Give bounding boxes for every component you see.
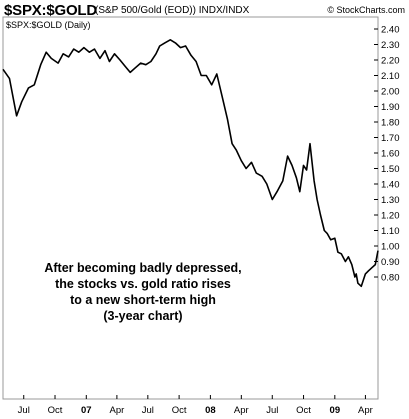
x-tick-label: Jul (18, 405, 30, 416)
y-tick-label: 1.00 (381, 242, 400, 253)
x-tick-label: 08 (205, 405, 216, 416)
x-tick-label: Apr (358, 405, 373, 416)
plot-frame (2, 16, 379, 400)
y-tick-label: 1.40 (381, 180, 400, 191)
y-tick-label: 0.80 (381, 273, 400, 284)
annotation-line: to a new short-term high (70, 293, 216, 307)
chart-description: (S&P 500/Gold (EOD)) INDX/INDX (95, 5, 250, 16)
x-tick-label: Oct (172, 405, 187, 416)
y-tick-label: 2.00 (381, 87, 400, 98)
y-tick-label: 1.90 (381, 102, 400, 113)
annotation-line: After becoming badly depressed, (44, 261, 241, 275)
y-tick-label: 0.90 (381, 257, 400, 268)
y-tick-label: 1.50 (381, 164, 400, 175)
y-tick-label: 2.40 (381, 25, 400, 36)
y-tick-label: 1.10 (381, 226, 400, 237)
y-tick-label: 1.80 (381, 118, 400, 129)
ratio-series-line (2, 39, 379, 288)
y-tick-label: 1.20 (381, 211, 400, 222)
chart-symbol: $SPX:$GOLD (4, 2, 98, 19)
x-axis: Jul Oct 07 Apr Jul Oct 08 Apr Jul Oct 09 Apr (18, 395, 373, 416)
y-tick-label: 2.10 (381, 71, 400, 82)
x-tick-label: Apr (109, 405, 124, 416)
x-tick-label: 07 (81, 405, 92, 416)
x-tick-label: 09 (330, 405, 341, 416)
y-axis: 2.40 2.30 2.20 2.10 2.00 1.90 1.80 1.70 1.60 1.50… (374, 25, 400, 284)
y-tick-label: 1.60 (381, 149, 400, 160)
x-tick-label: Oct (296, 405, 311, 416)
y-tick-label: 2.30 (381, 40, 400, 51)
chart-annotation: After becoming badly depressed, the stock… (44, 261, 241, 323)
x-tick-label: Apr (234, 405, 249, 416)
annotation-line: the stocks vs. gold ratio rises (55, 277, 231, 291)
x-tick-label: Oct (48, 405, 63, 416)
y-tick-label: 2.20 (381, 56, 400, 67)
y-tick-label: 1.30 (381, 195, 400, 206)
chart-subtitle: $SPX:$GOLD (Daily) (6, 20, 91, 30)
x-tick-label: Jul (142, 405, 154, 416)
annotation-line: (3-year chart) (103, 309, 182, 323)
stockcharts-credit: © StockCharts.com (327, 5, 405, 15)
x-tick-label: Jul (266, 405, 278, 416)
y-tick-label: 1.70 (381, 133, 400, 144)
